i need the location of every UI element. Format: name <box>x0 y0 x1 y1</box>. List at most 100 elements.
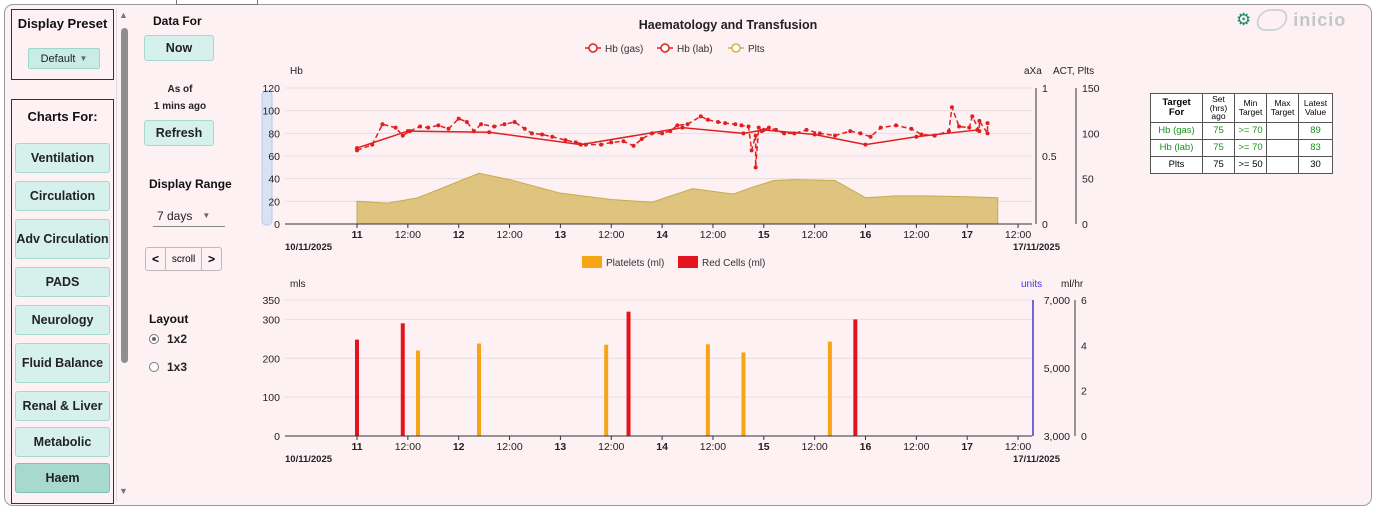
y-right-axis-label: ACT, Plts <box>1053 66 1094 77</box>
scrollbar-thumb[interactable] <box>121 28 128 363</box>
y-tick-label: 100 <box>262 392 280 404</box>
display-preset-select[interactable]: Default ▼ <box>28 48 100 69</box>
table-row[interactable]: Hb (gas) 75 >= 70 89 <box>1150 121 1333 140</box>
act-tick-label: 150 <box>1082 83 1100 95</box>
target-cell <box>1266 155 1299 174</box>
x-tick-label: 17 <box>961 229 973 241</box>
chart-button-pads[interactable]: PADS <box>15 267 110 297</box>
target-cell: >= 50 <box>1234 155 1267 174</box>
x-tick-label: 12:00 <box>598 441 624 453</box>
mlhr-axis-label: ml/hr <box>1061 279 1084 290</box>
hb-gas-point <box>932 133 937 138</box>
platelets-bar <box>604 344 609 436</box>
chart-button-haem[interactable]: Haem <box>15 463 110 493</box>
red-cells-bar <box>355 339 359 436</box>
x-start-date-label: 10/11/2025 <box>285 454 333 465</box>
y-tick-label: 20 <box>268 196 280 208</box>
hb-gas-point <box>977 118 982 123</box>
hb-gas-point <box>749 148 754 153</box>
now-button[interactable]: Now <box>144 35 214 61</box>
target-cell <box>1266 121 1299 140</box>
display-range-select[interactable]: 7 days ▼ <box>153 205 225 227</box>
hb-gas-point <box>774 127 779 132</box>
y-tick-label: 0 <box>274 431 280 443</box>
scroll-up-icon[interactable]: ▲ <box>119 10 128 20</box>
radio-selected-icon[interactable] <box>149 334 159 344</box>
red-cells-bar <box>853 319 858 436</box>
hb-gas-point <box>705 117 710 122</box>
x-tick-label: 12:00 <box>496 441 522 453</box>
hb-gas-point <box>739 123 744 128</box>
layout-option-1x2[interactable]: 1x2 <box>149 332 187 346</box>
act-tick-label: 100 <box>1082 128 1100 140</box>
chart-button-metabolic[interactable]: Metabolic <box>15 427 110 457</box>
red-cells-bar <box>400 323 405 436</box>
hb-gas-point <box>609 140 614 145</box>
chart-button-ventilation[interactable]: Ventilation <box>15 143 110 173</box>
chart-button-renal-liver[interactable]: Renal & Liver <box>15 391 110 421</box>
scroll-prev-button[interactable]: < <box>146 248 166 270</box>
layout-option-1x3[interactable]: 1x3 <box>149 360 187 374</box>
hb-gas-point <box>753 165 758 170</box>
chart-button-adv-circulation[interactable]: Adv Circulation <box>15 219 110 259</box>
hb-lab-point <box>680 125 685 130</box>
chart-button-circulation[interactable]: Circulation <box>15 181 110 211</box>
x-end-date-label: 17/11/2025 <box>1013 454 1061 465</box>
hb-gas-point <box>685 122 690 127</box>
hb-gas-point <box>949 105 954 110</box>
axa-tick-label: 1 <box>1042 83 1048 95</box>
gear-icon[interactable]: ⚙ <box>1236 10 1252 29</box>
hb-gas-point <box>540 132 545 137</box>
chart-title: Haematology and Transfusion <box>639 18 818 32</box>
mlhr-tick-label: 2 <box>1081 386 1087 398</box>
hb-lab-line <box>356 126 978 149</box>
platelets-bar <box>477 343 482 436</box>
scroll-label: scroll <box>171 253 196 265</box>
scroll-next-button[interactable]: > <box>201 248 221 270</box>
x-tick-label: 12:00 <box>598 229 624 241</box>
hb-gas-point <box>848 129 853 134</box>
y-tick-label: 100 <box>262 106 280 118</box>
target-cell: 89 <box>1298 121 1333 140</box>
zoom-slider-track <box>261 90 273 226</box>
hb-gas-point <box>985 131 990 136</box>
sidebar-scrollbar[interactable]: ▲ ▼ <box>116 8 130 502</box>
units-tick-label: 5,000 <box>1044 363 1070 375</box>
legend-label: Red Cells (ml) <box>702 258 765 269</box>
hb-gas-point <box>868 134 873 139</box>
hb-gas-point <box>753 133 758 138</box>
target-header-set: Set (hrs) ago <box>1202 93 1235 123</box>
x-tick-label: 16 <box>860 441 872 453</box>
hb-gas-point <box>380 122 385 127</box>
target-cell: 75 <box>1202 155 1235 174</box>
legend-swatch <box>582 256 602 268</box>
refresh-button[interactable]: Refresh <box>144 120 214 146</box>
legend-marker <box>588 43 598 53</box>
mlhr-tick-label: 6 <box>1081 295 1087 307</box>
hb-gas-point <box>878 125 883 130</box>
display-range-label: Display Range <box>149 177 232 191</box>
table-row[interactable]: Hb (lab) 75 >= 70 83 <box>1150 138 1333 157</box>
bottom-chart: 0 100 200 300 350 mls units ml/hr 3,000 5,000 7,00… <box>262 279 1087 465</box>
x-tick-label: 14 <box>656 441 668 453</box>
hb-gas-point <box>957 124 962 129</box>
chart-button-neurology[interactable]: Neurology <box>15 305 110 335</box>
x-tick-label: 13 <box>555 229 567 241</box>
hb-gas-point <box>649 131 654 136</box>
charts-for-panel: Charts For: Ventilation Circulation Adv … <box>11 99 114 504</box>
platelets-bar <box>705 344 710 436</box>
target-cell: 75 <box>1202 138 1235 157</box>
top-tab-marker <box>176 0 258 5</box>
platelets-bar <box>416 350 421 436</box>
units-tick-label: 3,000 <box>1044 431 1070 443</box>
chart-button-fluid-balance[interactable]: Fluid Balance <box>15 343 110 383</box>
y-tick-label: 120 <box>262 83 280 95</box>
hb-gas-point <box>471 129 476 134</box>
hb-gas-point <box>985 121 990 126</box>
hb-gas-point <box>733 122 738 127</box>
radio-unselected-icon[interactable] <box>149 362 159 372</box>
scroll-down-icon[interactable]: ▼ <box>119 486 128 496</box>
table-row[interactable]: Plts 75 >= 50 30 <box>1150 155 1333 174</box>
hb-gas-point <box>550 134 555 139</box>
legend-label: Hb (gas) <box>605 44 643 55</box>
